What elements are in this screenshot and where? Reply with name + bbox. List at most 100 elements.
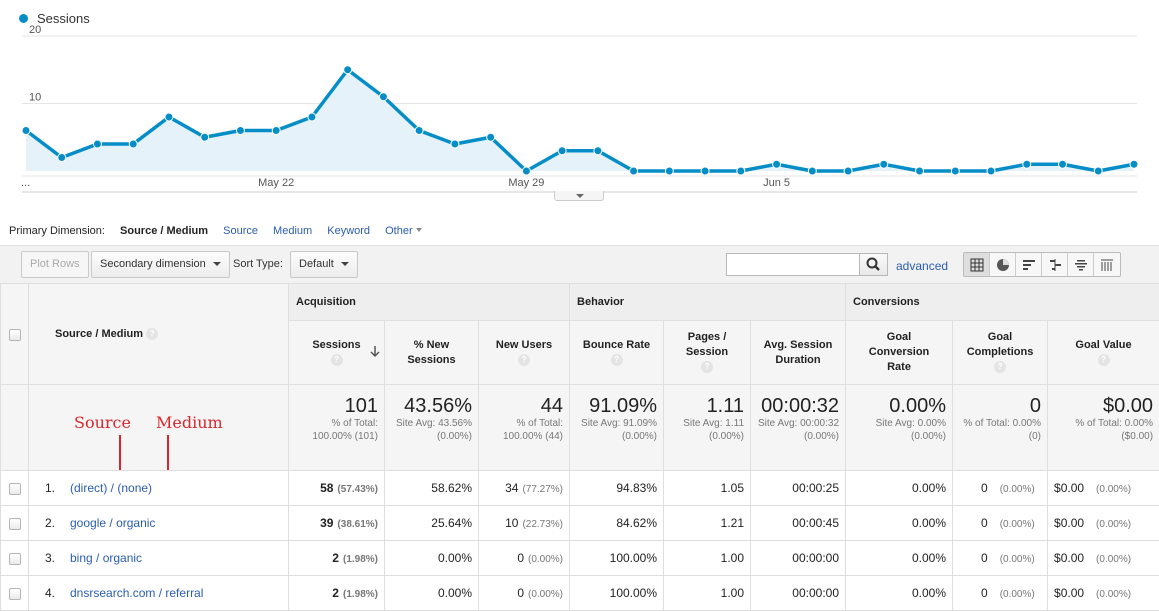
comparison-icon <box>1048 258 1062 272</box>
goal-value-value: $0.00 <box>1054 551 1084 565</box>
col-goal-conversion-rate-label: Goal Conversion Rate <box>846 330 952 375</box>
secondary-dimension-dropdown[interactable]: Secondary dimension <box>91 251 230 278</box>
help-icon[interactable]: ? <box>701 361 713 373</box>
col-bounce-rate-label: Bounce Rate <box>570 338 663 353</box>
row-checkbox[interactable] <box>9 588 21 600</box>
total-sessions-sub: % of Total: 100.00% (101) <box>293 417 378 443</box>
cell-goal-value: $0.00(0.00%) <box>1048 541 1159 576</box>
cell-bounce-rate: 100.00% <box>570 541 664 576</box>
data-point <box>558 147 566 155</box>
data-point <box>236 127 244 135</box>
col-new-sessions[interactable]: % New Sessions <box>385 321 479 385</box>
total-sessions: 101% of Total: 100.00% (101) <box>289 385 385 471</box>
source-link[interactable]: bing <box>70 551 93 565</box>
view-pie-button[interactable] <box>990 253 1016 276</box>
cell-sessions: 2(1.98%) <box>289 541 385 576</box>
medium-link[interactable]: referral <box>165 586 203 600</box>
search-button[interactable] <box>859 253 888 276</box>
cell-goal-conversion-rate: 0.00% <box>846 576 953 611</box>
data-point <box>344 66 352 74</box>
data-point <box>844 167 852 175</box>
search-input[interactable] <box>726 253 860 276</box>
goal-completions-value: 0 <box>981 551 988 565</box>
row-checkbox[interactable] <box>9 553 21 565</box>
help-icon[interactable]: ? <box>994 361 1006 373</box>
view-table-button[interactable] <box>964 253 990 276</box>
sessions-pct: (57.43%) <box>337 484 378 495</box>
goal-completions-pct: (0.00%) <box>1000 519 1035 530</box>
chart-expand-handle[interactable] <box>554 191 604 201</box>
row-rank: 4. <box>45 586 70 600</box>
col-bounce-rate[interactable]: Bounce Rate? <box>570 321 664 385</box>
help-icon[interactable]: ? <box>1098 354 1110 366</box>
row-checkbox[interactable] <box>9 518 21 530</box>
help-icon[interactable]: ? <box>146 328 158 340</box>
dimension-source[interactable]: Source <box>223 225 258 237</box>
sort-type-dropdown[interactable]: Default <box>290 251 358 278</box>
dimension-keyword[interactable]: Keyword <box>327 225 370 237</box>
dimension-source-medium[interactable]: Source / Medium <box>120 225 208 237</box>
cell-goal-conversion-rate: 0.00% <box>846 506 953 541</box>
sort-type-value: Default <box>299 258 334 270</box>
row-rank: 3. <box>45 551 70 565</box>
cell-goal-completions: 0(0.00%) <box>953 506 1048 541</box>
data-point <box>379 93 387 101</box>
help-icon[interactable]: ? <box>611 354 623 366</box>
advanced-filter-link[interactable]: advanced <box>896 259 948 273</box>
source-link[interactable]: (direct) <box>70 481 107 495</box>
help-icon[interactable]: ? <box>331 354 343 366</box>
cell-goal-value: $0.00(0.00%) <box>1048 576 1159 611</box>
dimension-other[interactable]: Other <box>385 225 422 237</box>
col-goal-value[interactable]: Goal Value? <box>1048 321 1159 385</box>
sessions-pct: (38.61%) <box>337 519 378 530</box>
col-avg-duration-label: Avg. Session Duration <box>751 338 845 368</box>
data-point <box>951 167 959 175</box>
annotation-medium: Medium <box>156 413 223 432</box>
col-goal-completions[interactable]: Goal Completions? <box>953 321 1048 385</box>
col-new-users[interactable]: New Users? <box>479 321 570 385</box>
new-users-value: 0 <box>517 551 524 565</box>
plot-rows-button[interactable]: Plot Rows <box>21 251 89 278</box>
sort-type-label: Sort Type: <box>233 258 283 270</box>
row-checkbox[interactable] <box>9 483 21 495</box>
source-link[interactable]: google <box>70 516 106 530</box>
annotation-source: Source <box>74 413 131 432</box>
total-pages-session-sub: Site Avg: 1.11 (0.00%) <box>668 417 744 443</box>
cell-goal-completions: 0(0.00%) <box>953 471 1048 506</box>
total-goal-value-sub: % of Total: 0.00% ($0.00) <box>1052 417 1153 443</box>
view-performance-button[interactable] <box>1016 253 1042 276</box>
cell-new-sessions: 25.64% <box>385 506 479 541</box>
totals-row: Source Medium 101% of Total: 100.00% (10… <box>1 385 1159 471</box>
total-new-sessions-sub: Site Avg: 43.56% (0.00%) <box>389 417 472 443</box>
source-link[interactable]: dnsrsearch.com <box>70 586 155 600</box>
view-pivot-button[interactable] <box>1094 253 1120 276</box>
col-new-users-label: New Users <box>479 338 569 353</box>
col-sessions[interactable]: Sessions ? <box>289 321 385 385</box>
medium-link[interactable]: (none) <box>117 481 152 495</box>
col-new-sessions-label: % New Sessions <box>385 338 478 368</box>
data-point <box>808 167 816 175</box>
help-icon[interactable]: ? <box>518 354 530 366</box>
view-type-selector <box>963 252 1121 277</box>
view-comparison-button[interactable] <box>1042 253 1068 276</box>
sessions-value: 39 <box>320 516 333 530</box>
cell-pages-session: 1.05 <box>664 471 751 506</box>
col-avg-duration[interactable]: Avg. Session Duration <box>751 321 846 385</box>
dimension-header[interactable]: Source / Medium ? <box>29 284 289 385</box>
medium-link[interactable]: organic <box>116 516 155 530</box>
medium-link[interactable]: organic <box>103 551 142 565</box>
term-cloud-icon <box>1074 258 1088 272</box>
col-goal-conversion-rate[interactable]: Goal Conversion Rate <box>846 321 953 385</box>
col-pages-session[interactable]: Pages / Session? <box>664 321 751 385</box>
data-point <box>701 167 709 175</box>
cell-goal-value: $0.00(0.00%) <box>1048 506 1159 541</box>
select-all-checkbox[interactable] <box>9 329 21 341</box>
x-tick-label: ... <box>21 177 30 189</box>
view-term-cloud-button[interactable] <box>1068 253 1094 276</box>
group-behavior: Behavior <box>570 284 846 321</box>
cell-new-sessions: 58.62% <box>385 471 479 506</box>
total-bounce-rate-sub: Site Avg: 91.09% (0.00%) <box>574 417 657 443</box>
dimension-medium[interactable]: Medium <box>273 225 312 237</box>
